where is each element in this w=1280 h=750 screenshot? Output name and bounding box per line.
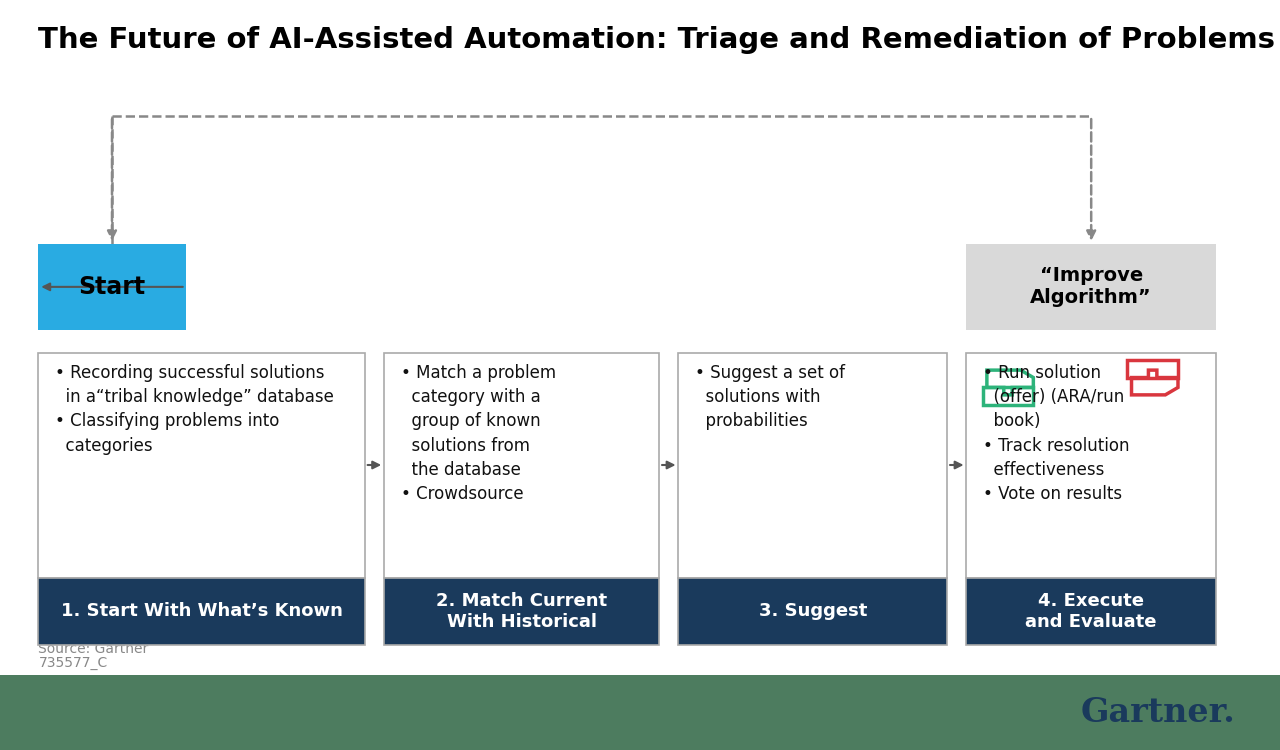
FancyBboxPatch shape xyxy=(384,578,659,645)
Text: Gartner.: Gartner. xyxy=(1080,696,1235,729)
FancyBboxPatch shape xyxy=(384,352,659,578)
Text: 3. Suggest: 3. Suggest xyxy=(759,602,867,620)
Text: • Recording successful solutions
  in a“tribal knowledge” database
• Classifying: • Recording successful solutions in a“tr… xyxy=(55,364,334,454)
Text: 1. Start With What’s Known: 1. Start With What’s Known xyxy=(60,602,343,620)
Text: The Future of AI-Assisted Automation: Triage and Remediation of Problems: The Future of AI-Assisted Automation: Tr… xyxy=(38,26,1275,54)
Text: 735577_C: 735577_C xyxy=(38,656,108,670)
FancyBboxPatch shape xyxy=(966,244,1216,330)
FancyBboxPatch shape xyxy=(966,352,1216,578)
Text: 4. Execute
and Evaluate: 4. Execute and Evaluate xyxy=(1025,592,1157,631)
Text: • Match a problem
  category with a
  group of known
  solutions from
  the data: • Match a problem category with a group … xyxy=(401,364,556,503)
FancyBboxPatch shape xyxy=(678,352,947,578)
Text: • Run solution
  (offer) (ARA/run
  book)
• Track resolution
  effectiveness
• V: • Run solution (offer) (ARA/run book) • … xyxy=(983,364,1129,503)
FancyBboxPatch shape xyxy=(38,578,365,645)
FancyBboxPatch shape xyxy=(38,352,365,578)
FancyBboxPatch shape xyxy=(966,578,1216,645)
FancyBboxPatch shape xyxy=(678,578,947,645)
FancyBboxPatch shape xyxy=(38,244,186,330)
Text: “Improve
Algorithm”: “Improve Algorithm” xyxy=(1030,266,1152,308)
Text: Start: Start xyxy=(78,274,146,298)
Text: Source: Gartner: Source: Gartner xyxy=(38,642,148,656)
Text: 2. Match Current
With Historical: 2. Match Current With Historical xyxy=(436,592,607,631)
FancyBboxPatch shape xyxy=(0,675,1280,750)
Text: • Suggest a set of
  solutions with
  probabilities: • Suggest a set of solutions with probab… xyxy=(695,364,845,430)
